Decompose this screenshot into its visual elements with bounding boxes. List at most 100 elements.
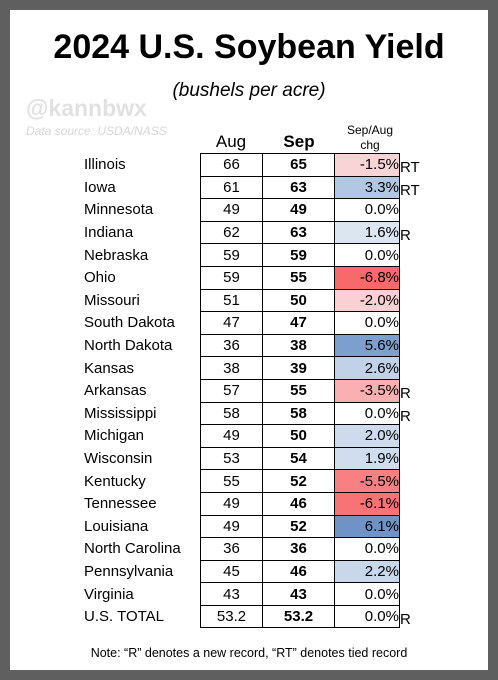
- table-row: Mississippi 58 58 0.0% R: [84, 401, 424, 426]
- record-flag: RT: [400, 159, 420, 177]
- change-percent: 2.6%: [334, 356, 400, 380]
- aug-yield: 49: [200, 514, 263, 539]
- footnote: Note: “R” denotes a new record, “RT” den…: [90, 646, 408, 660]
- record-flag: [400, 583, 425, 606]
- header-change: Sep/Aug chg: [336, 123, 404, 153]
- state-name: Michigan: [84, 427, 145, 445]
- record-flag: RT: [400, 181, 420, 199]
- change-percent: 1.6%: [334, 220, 400, 245]
- state-name: South Dakota: [84, 314, 175, 332]
- sep-yield: 43: [262, 582, 335, 606]
- table-row: Illinois 66 65 -1.5% RT: [84, 153, 424, 177]
- change-percent: 6.1%: [334, 514, 400, 539]
- record-flag: [400, 266, 425, 289]
- table-row: Virginia 43 43 0.0%: [84, 582, 425, 606]
- record-flag: [400, 289, 425, 312]
- sep-yield: 53.2: [262, 604, 335, 629]
- table-row: North Carolina 36 36 0.0%: [84, 537, 425, 561]
- aug-yield: 53: [200, 446, 263, 471]
- sep-yield: 46: [262, 559, 335, 584]
- aug-yield: 49: [200, 198, 263, 222]
- aug-yield: 58: [200, 401, 263, 426]
- state-name: North Dakota: [84, 337, 173, 355]
- table-row: Arkansas 57 55 -3.5% R: [84, 378, 424, 403]
- change-percent: -5.5%: [334, 469, 400, 493]
- state-name: Nebraska: [84, 246, 149, 264]
- sep-yield: 54: [262, 446, 335, 471]
- sep-yield: 52: [262, 469, 335, 493]
- table-row: U.S. TOTAL 53.2 53.2 0.0% R: [84, 604, 424, 629]
- aug-yield: 45: [200, 559, 263, 584]
- header-sep: Sep: [283, 132, 315, 151]
- change-percent: -6.8%: [334, 265, 400, 290]
- aug-yield: 47: [200, 311, 263, 335]
- record-flag: [400, 492, 425, 515]
- title: 2024 U.S. Soybean Yield: [53, 28, 445, 66]
- change-percent: -1.5%: [334, 153, 400, 177]
- table-row: Michigan 49 50 2.0%: [84, 424, 424, 448]
- change-percent: 0.0%: [334, 311, 400, 335]
- header-change-line1: Sep/Aug: [346, 123, 394, 137]
- sep-yield: 59: [262, 243, 335, 267]
- data-source-watermark: Data source: USDA/NASS: [26, 124, 167, 138]
- subtitle: (bushels per acre): [172, 80, 326, 101]
- state-name: Tennessee: [84, 495, 157, 513]
- state-name: Illinois: [84, 156, 126, 174]
- sep-yield: 55: [262, 265, 335, 290]
- table-row: South Dakota 47 47 0.0%: [84, 311, 424, 335]
- sep-yield: 46: [262, 491, 335, 516]
- aug-yield: 36: [200, 333, 263, 358]
- table-row: North Dakota 36 38 5.6%: [84, 333, 424, 358]
- state-name: North Carolina: [84, 540, 181, 558]
- aug-yield: 49: [200, 424, 263, 448]
- sep-yield: 55: [262, 378, 335, 403]
- table-row: Kansas 38 39 2.6%: [84, 356, 424, 380]
- change-percent: 3.3%: [334, 175, 400, 200]
- change-percent: 2.2%: [334, 559, 400, 584]
- record-flag: [400, 447, 425, 470]
- table-row: Indiana 62 63 1.6% R: [84, 220, 424, 245]
- aug-yield: 62: [200, 220, 263, 245]
- record-flag: R: [400, 226, 411, 244]
- sep-yield: 63: [262, 175, 335, 200]
- header-aug: Aug: [215, 132, 247, 151]
- table-row: Minnesota 49 49 0.0%: [84, 198, 424, 222]
- record-flag: R: [400, 407, 411, 425]
- table-row: Tennessee 49 46 -6.1%: [84, 491, 425, 516]
- record-flag: [400, 560, 425, 583]
- change-percent: -6.1%: [334, 491, 400, 516]
- header-change-line2: chg: [360, 138, 380, 152]
- record-flag: R: [400, 610, 411, 628]
- aug-yield: 51: [200, 288, 263, 313]
- table-row: Pennsylvania 45 46 2.2%: [84, 559, 425, 584]
- sep-yield: 36: [262, 537, 335, 561]
- state-name: Arkansas: [84, 382, 147, 400]
- change-percent: 0.0%: [334, 582, 400, 606]
- aug-yield: 43: [200, 582, 263, 606]
- aug-yield: 59: [200, 265, 263, 290]
- aug-yield: 57: [200, 378, 263, 403]
- state-name: U.S. TOTAL: [84, 608, 165, 626]
- aug-yield: 53.2: [200, 604, 263, 629]
- aug-yield: 49: [200, 491, 263, 516]
- aug-yield: 55: [200, 469, 263, 493]
- sep-yield: 39: [262, 356, 335, 380]
- sep-yield: 52: [262, 514, 335, 539]
- table-row: Nebraska 59 59 0.0%: [84, 243, 424, 267]
- record-flag: [400, 515, 425, 538]
- change-percent: -3.5%: [334, 378, 400, 403]
- state-name: Ohio: [84, 269, 116, 287]
- change-percent: 0.0%: [334, 537, 400, 561]
- state-name: Virginia: [84, 585, 134, 603]
- state-name: Louisiana: [84, 517, 149, 535]
- aug-yield: 36: [200, 537, 263, 561]
- state-name: Kentucky: [84, 472, 146, 490]
- change-percent: 5.6%: [334, 333, 400, 358]
- table-row: Missouri 51 50 -2.0%: [84, 288, 425, 313]
- state-name: Minnesota: [84, 201, 154, 219]
- table-row: Louisiana 49 52 6.1%: [84, 514, 425, 539]
- record-flag: [400, 538, 425, 561]
- state-name: Missouri: [84, 291, 140, 309]
- table-row: Iowa 61 63 3.3% RT: [84, 175, 424, 200]
- yield-table: Illinois 66 65 -1.5% RT Iowa 61 63 3.3% RT Minneso…: [84, 153, 425, 629]
